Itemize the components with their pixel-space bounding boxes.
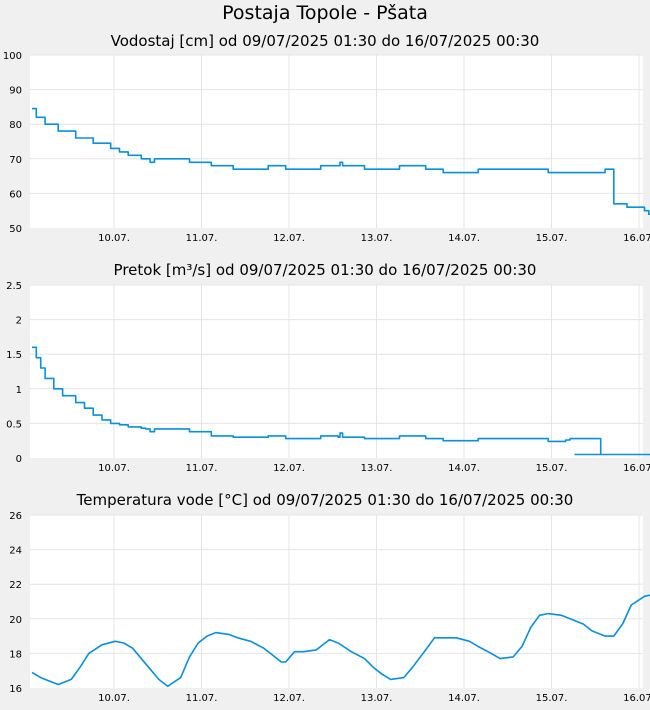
y-tick-label: 26 [9, 511, 22, 522]
y-tick-label: 0.5 [6, 419, 22, 430]
chart-1: Vodostaj [cm] od 09/07/2025 01:30 do 16/… [3, 32, 650, 244]
y-tick-label: 18 [9, 649, 22, 660]
x-tick-label: 11.07. [186, 463, 218, 474]
x-tick-label: 14.07. [448, 463, 480, 474]
x-tick-label: 13.07. [361, 233, 393, 244]
y-tick-label: 2 [16, 316, 22, 327]
x-tick-label: 14.07. [448, 693, 480, 704]
series-line [32, 107, 650, 215]
x-tick-label: 12.07. [273, 233, 305, 244]
x-tick-label: 10.07. [98, 463, 130, 474]
x-tick-label: 12.07. [273, 693, 305, 704]
x-tick-label: 14.07. [448, 233, 480, 244]
chart-title: Vodostaj [cm] od 09/07/2025 01:30 do 16/… [111, 32, 540, 50]
y-tick-label: 2.5 [6, 281, 22, 292]
y-tick-label: 80 [9, 120, 22, 131]
plot-area [30, 515, 643, 688]
x-tick-label: 10.07. [98, 233, 130, 244]
y-tick-label: 60 [9, 189, 22, 200]
x-tick-label: 15.07. [536, 693, 568, 704]
x-tick-label: 10.07. [98, 693, 130, 704]
series-line [31, 594, 650, 688]
x-tick-label: 16.07. [623, 233, 650, 244]
y-tick-label: 1.5 [6, 350, 22, 361]
y-tick-label: 100 [3, 51, 22, 62]
y-tick-label: 16 [9, 684, 22, 695]
x-tick-label: 11.07. [186, 233, 218, 244]
y-tick-label: 20 [9, 615, 22, 626]
x-tick-label: 15.07. [536, 463, 568, 474]
x-tick-label: 16.07. [623, 693, 650, 704]
series-line [32, 346, 602, 455]
y-tick-label: 22 [9, 580, 22, 591]
x-tick-label: 16.07. [623, 463, 650, 474]
x-tick-label: 12.07. [273, 463, 305, 474]
y-tick-label: 1 [16, 385, 22, 396]
plot-area [30, 55, 643, 228]
y-tick-label: 24 [9, 546, 22, 557]
x-tick-label: 13.07. [361, 463, 393, 474]
chart-title: Pretok [m³/s] od 09/07/2025 01:30 do 16/… [114, 261, 537, 279]
x-tick-label: 15.07. [536, 233, 568, 244]
y-tick-label: 90 [9, 86, 22, 97]
plot-area [30, 285, 643, 458]
x-tick-label: 11.07. [186, 693, 218, 704]
page-title: Postaja Topole - Pšata [222, 2, 428, 24]
y-tick-label: 50 [9, 224, 22, 235]
x-tick-label: 13.07. [361, 693, 393, 704]
chart-2: Pretok [m³/s] od 09/07/2025 01:30 do 16/… [6, 261, 650, 474]
y-tick-label: 0 [16, 454, 22, 465]
chart-title: Temperatura vode [°C] od 09/07/2025 01:3… [76, 491, 574, 509]
y-tick-label: 70 [9, 155, 22, 166]
chart-3: Temperatura vode [°C] od 09/07/2025 01:3… [9, 491, 650, 704]
